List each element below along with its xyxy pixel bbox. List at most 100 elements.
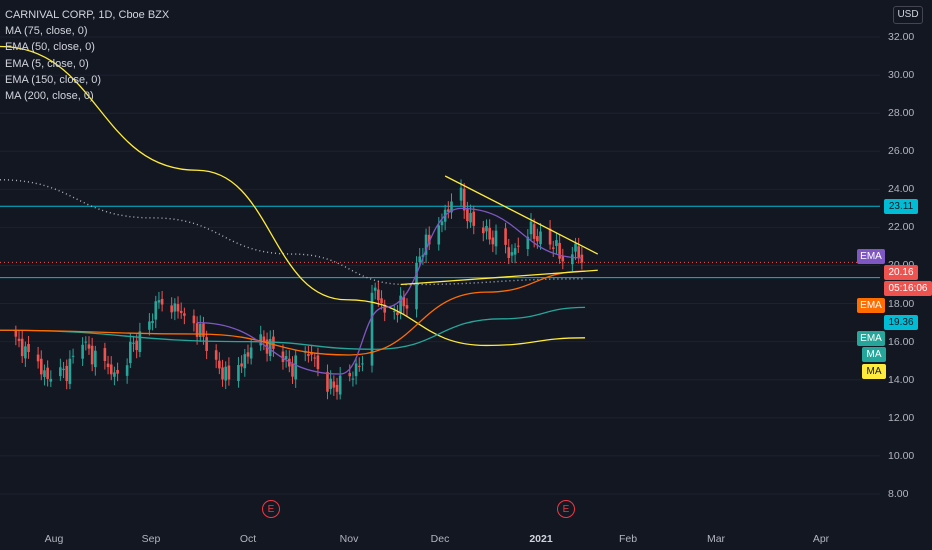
- candle-body: [373, 287, 377, 291]
- candle-body: [154, 301, 158, 320]
- candle-body: [459, 187, 463, 201]
- candle-body: [49, 378, 53, 382]
- ema50-line: [0, 270, 586, 356]
- candle-body: [221, 367, 224, 380]
- candle-body: [262, 336, 266, 342]
- indicator-ema50[interactable]: EMA (50, close, 0): [5, 41, 95, 54]
- candle-body: [348, 372, 352, 377]
- candle-body: [176, 304, 180, 312]
- y-tick-label: 24.00: [888, 183, 915, 196]
- x-tick-label: Apr: [812, 533, 830, 545]
- indicator-ema5[interactable]: EMA (5, close, 0): [5, 57, 89, 70]
- candle-body: [440, 221, 444, 226]
- candle-body: [504, 228, 507, 245]
- candle-body: [370, 292, 374, 366]
- x-tick-label: Nov: [339, 533, 359, 545]
- candle-body: [87, 344, 91, 349]
- candle-body: [399, 295, 402, 314]
- x-tick-label: Aug: [44, 533, 64, 545]
- candle-body: [447, 209, 450, 212]
- currency-button[interactable]: USD: [893, 6, 923, 24]
- y-tick-label: 32.00: [888, 31, 915, 43]
- y-tick-label: 8.00: [888, 487, 909, 500]
- last-price-badge: 20.16: [884, 265, 918, 280]
- candle-body: [183, 313, 186, 316]
- candle-body: [198, 323, 202, 338]
- candle-body: [71, 355, 75, 357]
- candle-body: [39, 358, 43, 375]
- candle-body: [316, 355, 320, 370]
- candle-body: [313, 357, 317, 359]
- candle-body: [109, 364, 113, 375]
- countdown-badge: 05:16:06: [884, 281, 932, 296]
- candle-body: [466, 209, 469, 222]
- candle-body: [450, 201, 453, 213]
- candle-body: [65, 365, 69, 382]
- candle-body: [237, 365, 240, 381]
- candle-body: [548, 228, 552, 245]
- candle-body: [510, 252, 514, 256]
- earnings-marker-jan[interactable]: E: [557, 500, 575, 518]
- ma-teal-badge: MA: [862, 347, 886, 362]
- candle-body: [157, 300, 161, 303]
- x-tick-label: 2021: [529, 533, 553, 545]
- y-tick-label: 28.00: [888, 107, 915, 120]
- candle-body: [138, 331, 142, 352]
- candle-body: [491, 237, 495, 245]
- candle-body: [532, 224, 536, 239]
- candle-body: [281, 351, 285, 362]
- candle-body: [513, 248, 517, 255]
- indicator-ma200[interactable]: MA (200, close, 0): [5, 90, 94, 103]
- candle-body: [354, 363, 358, 377]
- ema150-line: [0, 306, 586, 350]
- earnings-marker-oct[interactable]: E: [262, 500, 280, 518]
- y-tick-label: 22.00: [888, 221, 915, 234]
- candle-body: [24, 346, 27, 359]
- candle-body: [326, 371, 329, 392]
- candle-body: [227, 365, 231, 380]
- candle-body: [402, 296, 406, 307]
- level-low-badge: 19.36: [884, 315, 918, 330]
- candle-body: [469, 213, 472, 223]
- candle-body: [577, 246, 580, 258]
- x-tick-label: Sep: [141, 533, 161, 545]
- candle-body: [437, 225, 441, 245]
- candle-body: [284, 356, 288, 360]
- candle-body: [179, 310, 183, 313]
- candle-body: [574, 243, 577, 252]
- candle-body: [195, 323, 199, 337]
- indicator-ma75[interactable]: MA (75, close, 0): [5, 25, 88, 38]
- candle-body: [132, 342, 135, 344]
- candle-body: [46, 367, 49, 379]
- candle-body: [129, 341, 132, 364]
- ema5-line: [197, 207, 582, 375]
- candle-body: [561, 255, 565, 262]
- candle-body: [14, 330, 18, 337]
- candle-body: [555, 240, 558, 246]
- candle-body: [224, 366, 228, 381]
- candle-body: [551, 247, 555, 249]
- indicator-ema150[interactable]: EMA (150, close, 0): [5, 73, 101, 86]
- candle-body: [170, 305, 173, 313]
- candle-body: [558, 242, 561, 259]
- symbol-title[interactable]: CARNIVAL CORP, 1D, Cboe BZX: [5, 9, 170, 21]
- candle-body: [160, 298, 164, 305]
- candle-body: [202, 323, 205, 337]
- y-tick-label: 18.00: [888, 297, 915, 310]
- candle-body: [392, 311, 396, 313]
- candle-body: [249, 347, 253, 359]
- candle-body: [462, 188, 466, 211]
- y-tick-label: 10.00: [888, 449, 915, 462]
- candle-body: [20, 338, 24, 357]
- candle-body: [27, 343, 30, 353]
- candle-body: [307, 353, 310, 356]
- candle-body: [17, 338, 21, 341]
- candle-body: [116, 369, 119, 374]
- candle-body: [62, 368, 65, 371]
- candle-body: [332, 381, 336, 388]
- ema-purple-badge: EMA: [857, 249, 885, 264]
- y-tick-label: 30.00: [888, 69, 915, 82]
- candle-body: [192, 315, 196, 324]
